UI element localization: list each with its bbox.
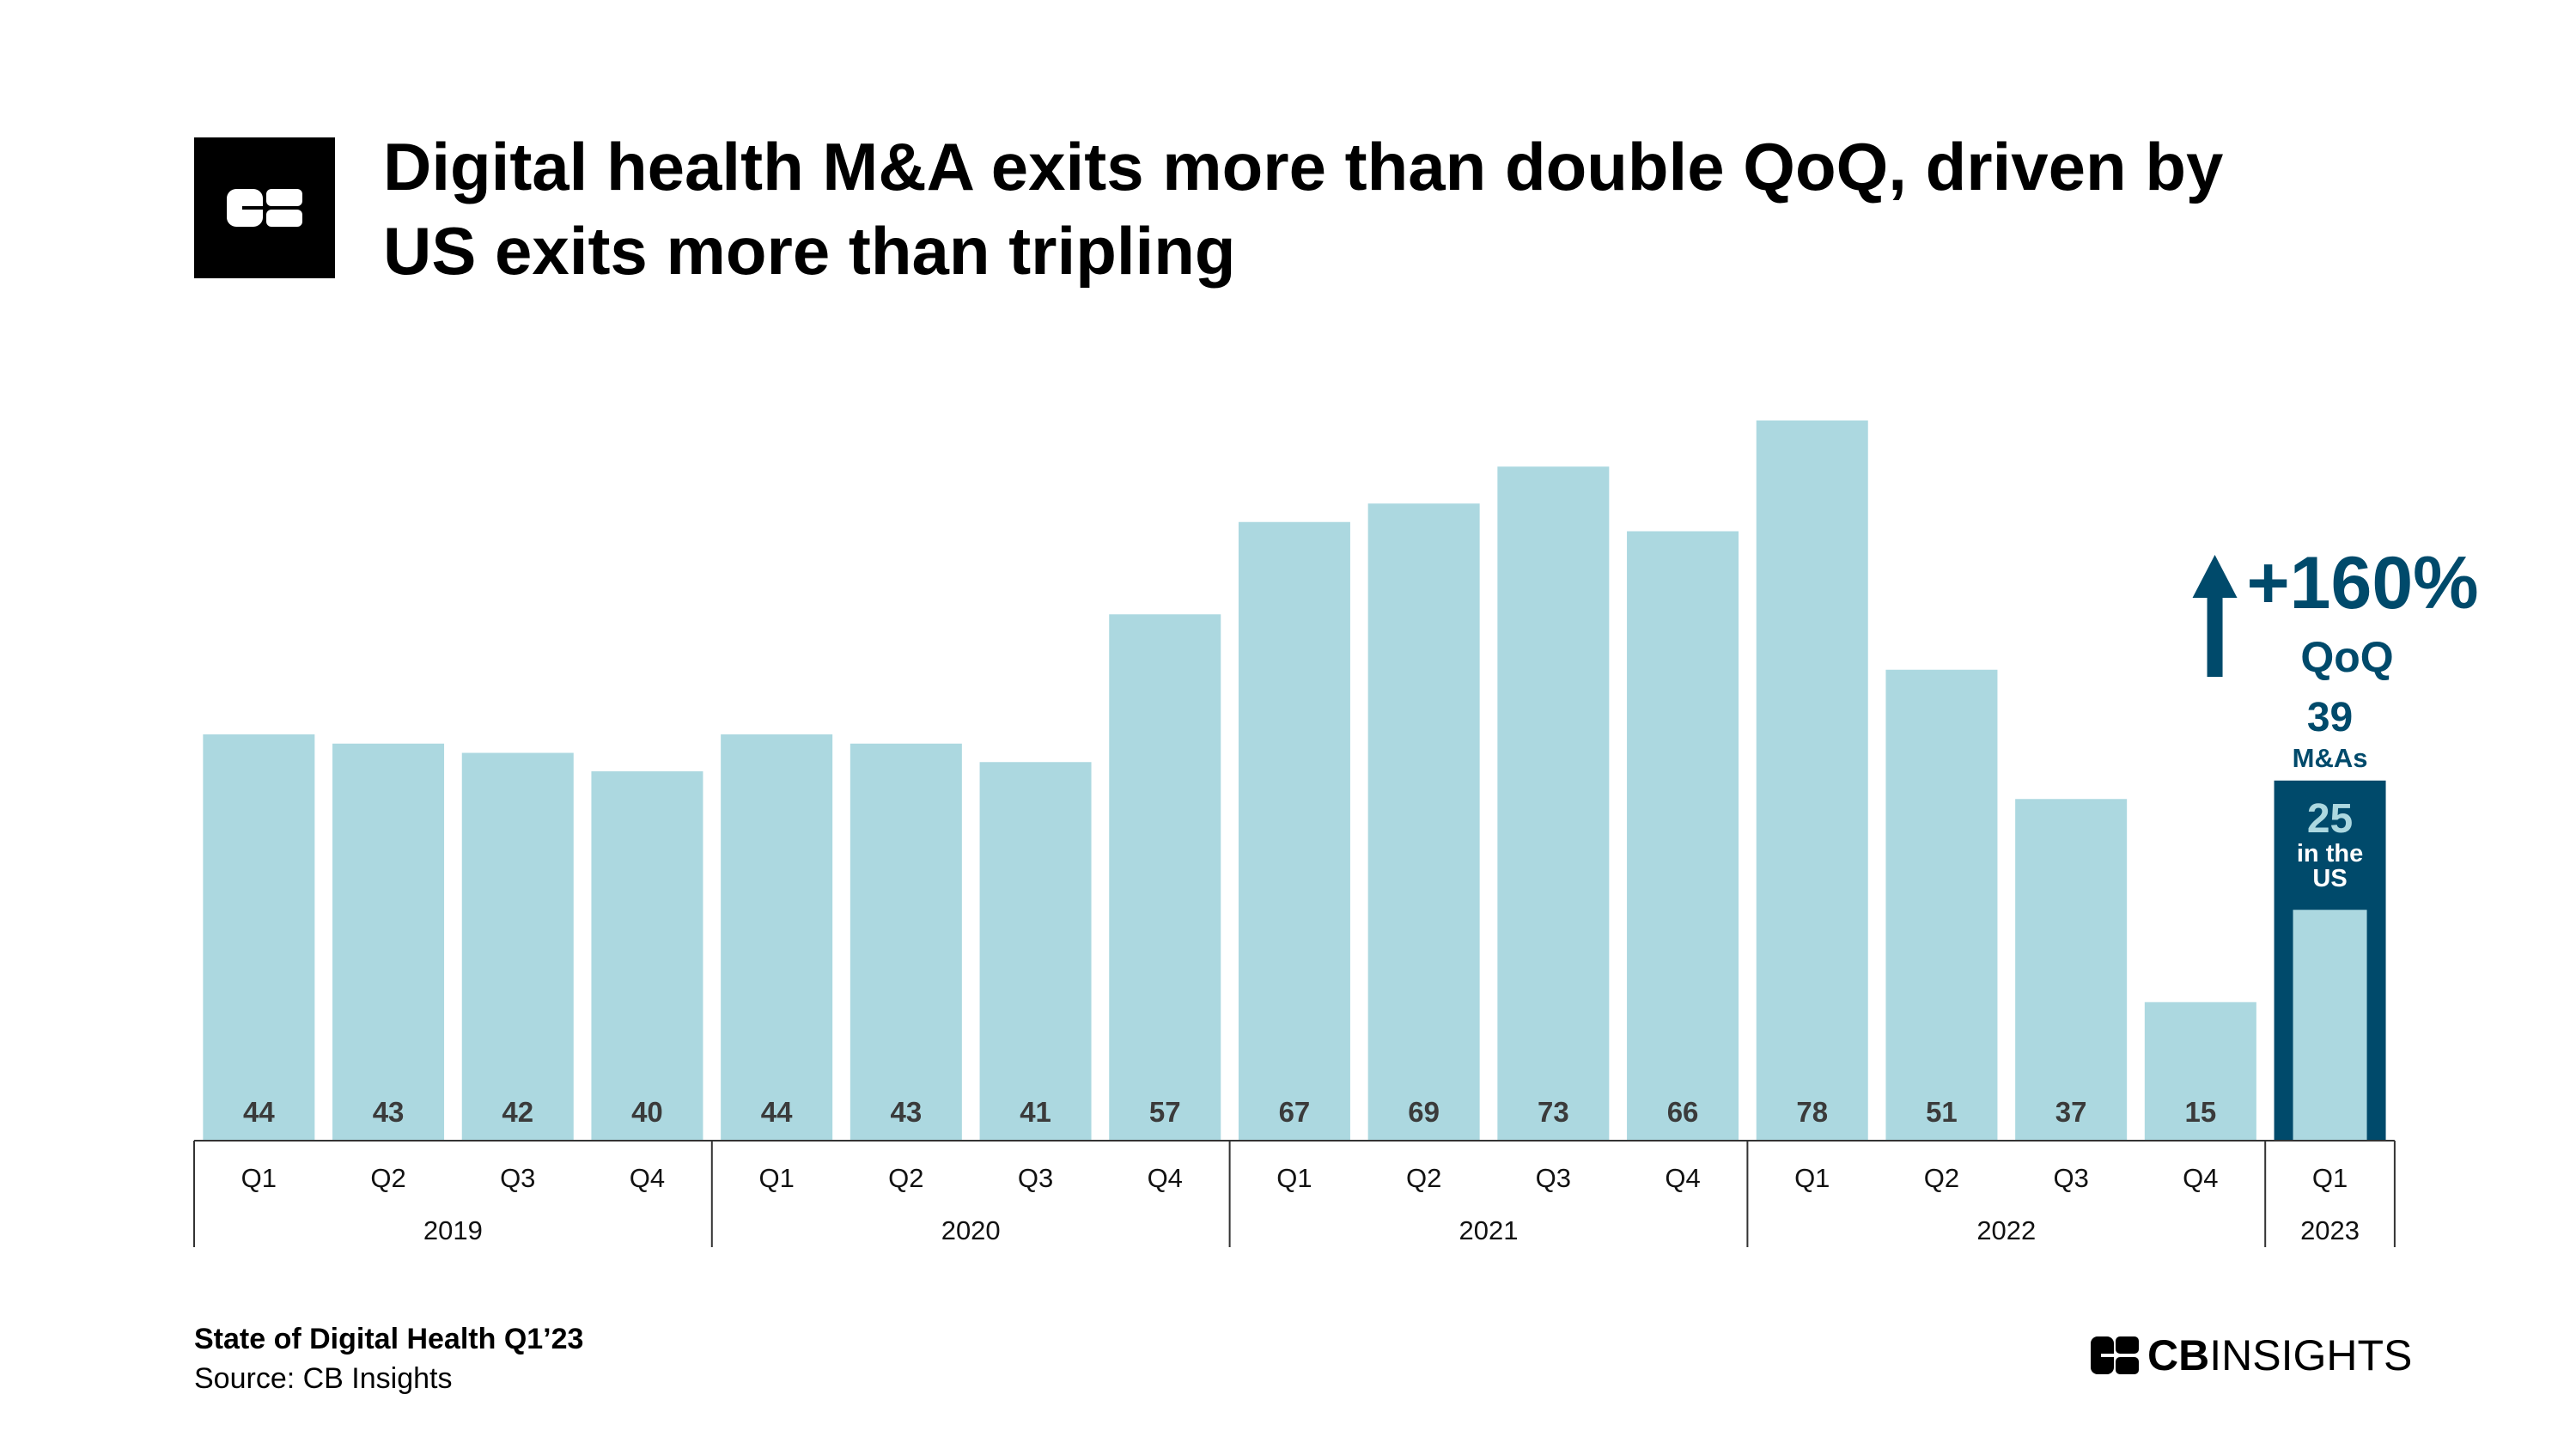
quarter-tick-label: Q4 (2183, 1163, 2218, 1193)
quarter-tick-label: Q2 (370, 1163, 405, 1193)
bar (850, 743, 962, 1141)
bar-q1-2023-us (2293, 910, 2367, 1141)
bar-value-label: 37 (2055, 1096, 2087, 1128)
quarter-tick-label: Q1 (2312, 1163, 2348, 1193)
brand-bold: CB (2147, 1331, 2210, 1379)
quarter-tick-label: Q4 (630, 1163, 665, 1193)
year-tick-label: 2019 (423, 1215, 483, 1245)
bar-value-label: 44 (243, 1096, 275, 1128)
bar (1238, 521, 1350, 1141)
bar-value-label: 40 (631, 1096, 663, 1128)
bar-value-label: 44 (761, 1096, 793, 1128)
source-note: Source: CB Insights (194, 1362, 453, 1395)
bar (332, 743, 445, 1141)
bar-value-label: 51 (1926, 1096, 1958, 1128)
bar-value-label: 78 (1796, 1096, 1828, 1128)
bar (1756, 420, 1868, 1141)
us-value-label: 25 (2307, 796, 2353, 842)
total-unit-label: M&As (2293, 743, 2368, 773)
bar (1367, 503, 1480, 1141)
year-tick-label: 2022 (1976, 1215, 2036, 1245)
bar (203, 734, 315, 1141)
bar (2015, 799, 2128, 1141)
quarter-tick-label: Q3 (1536, 1163, 1571, 1193)
cb-logo (194, 137, 335, 278)
year-tick-label: 2020 (941, 1215, 1001, 1245)
chart-title: Digital health M&A exits more than doubl… (383, 125, 2359, 293)
brand-light: INSIGHTS (2209, 1331, 2413, 1379)
bar (461, 752, 574, 1141)
quarter-tick-label: Q2 (888, 1163, 923, 1193)
bar (1627, 531, 1739, 1141)
us-label-line-2: US (2312, 865, 2347, 892)
bar (2144, 1002, 2256, 1141)
bar-value-label: 42 (502, 1096, 533, 1128)
bar-value-label: 73 (1538, 1096, 1569, 1128)
chart-title-line-2: US exits more than tripling (383, 213, 1236, 289)
quarter-tick-label: Q3 (1018, 1163, 1053, 1193)
up-arrow-icon (2192, 555, 2238, 677)
quarter-tick-label: Q2 (1924, 1163, 1959, 1193)
bar (979, 762, 1092, 1141)
qoq-change-value: +160% (2246, 542, 2478, 624)
qoq-change-label: QoQ (2300, 633, 2393, 681)
bar (1109, 614, 1221, 1141)
bar-value-label: 15 (2184, 1096, 2216, 1128)
bar (1885, 669, 1998, 1141)
total-value-label: 39 (2307, 695, 2353, 740)
bar-value-label: 41 (1020, 1096, 1051, 1128)
bar-value-label: 43 (890, 1096, 922, 1128)
bar-value-label: 69 (1408, 1096, 1440, 1128)
quarter-tick-label: Q1 (758, 1163, 794, 1193)
quarter-tick-label: Q4 (1148, 1163, 1183, 1193)
quarter-tick-label: Q1 (1794, 1163, 1830, 1193)
bar-value-label: 67 (1279, 1096, 1311, 1128)
quarter-tick-label: Q1 (241, 1163, 277, 1193)
bar (1497, 466, 1610, 1141)
report-name: State of Digital Health Q1’23 (194, 1323, 584, 1355)
quarter-tick-label: Q4 (1665, 1163, 1700, 1193)
bar-value-label: 57 (1149, 1096, 1181, 1128)
bar (721, 734, 833, 1141)
us-label-line-1: in the (2297, 840, 2363, 868)
bar-value-label: 43 (373, 1096, 405, 1128)
quarter-tick-label: Q2 (1406, 1163, 1441, 1193)
cb-insights-brand: CBINSIGHTS (2091, 1330, 2412, 1381)
bar (591, 771, 703, 1141)
cb-logo-icon (227, 189, 302, 227)
quarter-tick-label: Q1 (1276, 1163, 1312, 1193)
cb-insights-wordmark: CBINSIGHTS (2147, 1330, 2412, 1381)
bar-value-label: 66 (1667, 1096, 1699, 1128)
quarter-tick-label: Q3 (500, 1163, 535, 1193)
quarter-tick-label: Q3 (2053, 1163, 2088, 1193)
year-tick-label: 2021 (1459, 1215, 1519, 1245)
chart-title-line-1: Digital health M&A exits more than doubl… (383, 129, 2224, 204)
cb-insights-icon (2091, 1336, 2139, 1374)
year-tick-label: 2023 (2300, 1215, 2360, 1245)
